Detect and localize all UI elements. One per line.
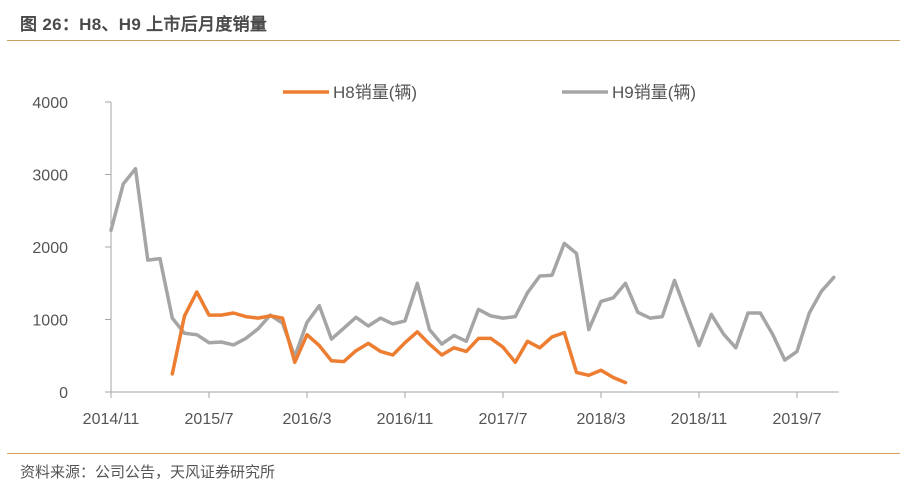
source-note: 资料来源：公司公告，天风证券研究所 xyxy=(20,464,276,481)
x-tick-label: 2016/3 xyxy=(283,411,332,428)
legend-h9-label: H9销量(辆) xyxy=(612,83,696,102)
h8-sales-line xyxy=(170,290,628,385)
x-tick-label: 2017/7 xyxy=(479,411,528,428)
h9-sales-line xyxy=(109,166,836,362)
x-tick-label: 2019/7 xyxy=(773,411,822,428)
y-tick-label: 0 xyxy=(59,385,68,402)
chart-lines xyxy=(109,166,836,385)
legend-h8-label: H8销量(辆) xyxy=(333,83,417,102)
y-tick-label: 3000 xyxy=(32,168,68,185)
chart-axes: 0 1000 2000 3000 4000 2014/11 2015/7 2016/3 2016… xyxy=(32,95,839,428)
y-tick-label: 4000 xyxy=(32,95,68,112)
title-divider xyxy=(7,40,900,41)
chart-legend: H8销量(辆) H9销量(辆) xyxy=(283,83,696,102)
x-tick-label: 2018/3 xyxy=(577,411,626,428)
y-tick-label: 1000 xyxy=(32,313,68,330)
chart-title: 图 26：H8、H9 上市后月度销量 xyxy=(20,15,268,34)
y-tick-label: 2000 xyxy=(32,240,68,257)
line-chart: 0 1000 2000 3000 4000 2014/11 2015/7 2016/3 2016… xyxy=(32,83,839,428)
x-tick-label: 2015/7 xyxy=(185,411,234,428)
x-tick-label: 2016/11 xyxy=(377,411,434,428)
x-tick-label: 2014/11 xyxy=(83,411,140,428)
x-tick-label: 2018/11 xyxy=(671,411,728,428)
footer-divider xyxy=(7,453,900,454)
